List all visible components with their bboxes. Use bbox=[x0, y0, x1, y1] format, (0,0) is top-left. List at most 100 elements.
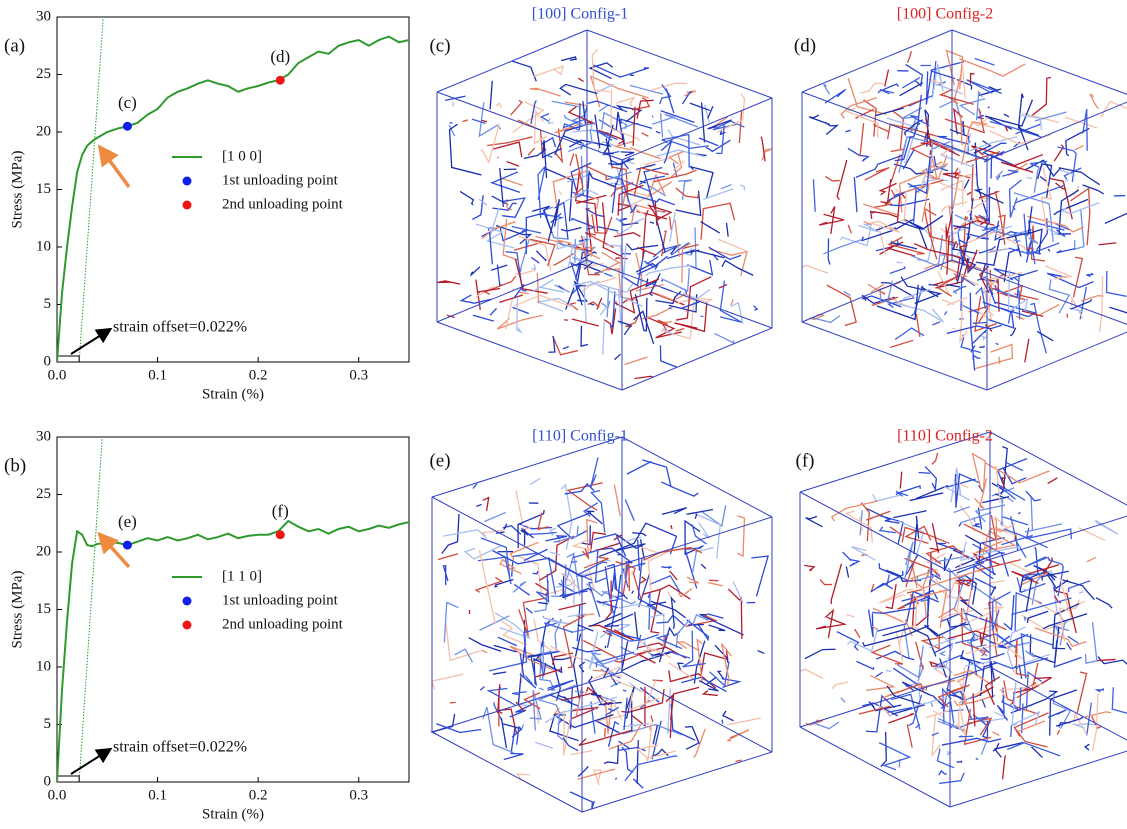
dislocation-line bbox=[601, 111, 628, 130]
dislocation-line bbox=[962, 120, 965, 135]
dislocation-line bbox=[596, 83, 614, 94]
dislocation-line bbox=[907, 588, 923, 594]
dislocation-line bbox=[934, 556, 965, 563]
dislocation-line bbox=[984, 99, 1034, 130]
dislocation-line bbox=[661, 507, 688, 516]
point-label: (f) bbox=[272, 502, 289, 521]
dislocation-line bbox=[624, 499, 635, 521]
dislocation-line bbox=[521, 724, 525, 729]
dislocation-line bbox=[1002, 467, 1027, 485]
dislocation-line bbox=[916, 573, 941, 582]
dislocation-line bbox=[556, 511, 592, 540]
dislocation-line bbox=[707, 119, 732, 130]
dislocation-line bbox=[989, 225, 1013, 234]
dislocation-line bbox=[910, 235, 944, 268]
dislocation-line bbox=[1027, 206, 1043, 255]
dislocation-line bbox=[938, 769, 947, 776]
dislocation-line bbox=[593, 769, 602, 786]
annotation: strain offset=0.022% bbox=[113, 739, 247, 756]
dislocation-line bbox=[615, 217, 627, 226]
dislocation-line bbox=[615, 595, 620, 600]
dislocation-line bbox=[532, 278, 565, 293]
dislocation-line bbox=[532, 205, 553, 234]
dislocation-line bbox=[851, 546, 876, 561]
dislocation-line bbox=[703, 188, 734, 201]
dislocation-line bbox=[971, 452, 986, 494]
dislocation-line bbox=[823, 83, 831, 95]
dislocation-line bbox=[969, 72, 975, 84]
dislocation-line bbox=[922, 567, 986, 618]
dislocation-line bbox=[527, 654, 541, 662]
dislocation-line bbox=[846, 613, 855, 618]
cube-panel: [100] Config-1 (c) bbox=[429, 6, 773, 391]
dislocation-line bbox=[860, 82, 884, 94]
legend-marker bbox=[182, 200, 192, 210]
dislocation-line bbox=[633, 166, 669, 197]
dislocation-line bbox=[920, 117, 932, 148]
dislocation-line bbox=[1109, 306, 1127, 314]
dislocation-line bbox=[1091, 716, 1103, 730]
dislocation-line bbox=[905, 63, 924, 87]
dislocation-line bbox=[960, 512, 992, 524]
dislocation-line bbox=[573, 237, 592, 248]
dislocation-line bbox=[937, 717, 967, 732]
dislocation-line bbox=[1023, 588, 1029, 591]
dislocation-line bbox=[613, 701, 623, 721]
dislocation-line bbox=[751, 555, 769, 597]
dislocation-line bbox=[675, 641, 700, 652]
dislocation-line bbox=[966, 224, 1000, 240]
dislocation-line bbox=[476, 503, 482, 507]
dislocation-line bbox=[454, 648, 474, 663]
dislocation-line bbox=[946, 235, 950, 275]
dislocation-line bbox=[918, 471, 930, 474]
dislocation-line bbox=[969, 292, 976, 371]
dislocation-line bbox=[940, 201, 968, 213]
dislocation-line bbox=[990, 585, 997, 596]
dislocation-line bbox=[940, 254, 947, 271]
dislocation-line bbox=[596, 297, 603, 310]
dislocation-line bbox=[914, 641, 924, 670]
dislocation-line bbox=[605, 629, 659, 642]
dislocation-line bbox=[684, 247, 693, 256]
dislocation-line bbox=[989, 130, 1052, 145]
dislocation-line bbox=[604, 706, 620, 716]
dislocation-line bbox=[659, 345, 678, 368]
dislocation-line bbox=[1001, 755, 1006, 780]
dislocation-line bbox=[966, 196, 992, 213]
dislocation-line bbox=[443, 528, 487, 539]
dislocation-line bbox=[472, 483, 478, 489]
dislocation-line bbox=[901, 288, 931, 301]
x-tick-label: 0.1 bbox=[148, 787, 167, 803]
y-tick-label: 10 bbox=[36, 658, 51, 674]
panel-label: (b) bbox=[4, 455, 26, 476]
dislocation-line bbox=[632, 216, 647, 224]
dislocation-line bbox=[931, 452, 939, 465]
dislocation-line bbox=[930, 61, 965, 71]
dislocation-line bbox=[669, 535, 678, 555]
dislocation-line bbox=[961, 121, 988, 166]
dislocation-line bbox=[490, 264, 508, 271]
dislocation-line bbox=[562, 712, 572, 756]
dislocation-line bbox=[994, 190, 1006, 245]
dislocation-line bbox=[547, 199, 561, 242]
dislocation-line bbox=[1072, 256, 1084, 298]
dislocation-line bbox=[867, 609, 874, 638]
dislocation-line bbox=[955, 582, 961, 586]
dislocation-line bbox=[551, 100, 580, 108]
dislocation-line bbox=[701, 690, 718, 697]
dislocation-line bbox=[968, 215, 991, 224]
dislocation-line bbox=[593, 64, 649, 78]
dislocation-line bbox=[598, 701, 622, 706]
dislocation-line bbox=[959, 599, 983, 617]
y-tick-label: 25 bbox=[36, 486, 51, 502]
dislocation-line bbox=[569, 261, 582, 288]
dislocation-line bbox=[826, 284, 857, 327]
dislocation-line bbox=[708, 246, 742, 261]
dislocation-line bbox=[565, 287, 575, 310]
dislocation-line bbox=[665, 88, 675, 114]
dislocation-line bbox=[804, 648, 836, 660]
dislocation-line bbox=[981, 699, 986, 708]
dislocation-line bbox=[698, 137, 719, 147]
dislocation-line bbox=[616, 96, 636, 107]
dislocation-line bbox=[499, 226, 529, 242]
